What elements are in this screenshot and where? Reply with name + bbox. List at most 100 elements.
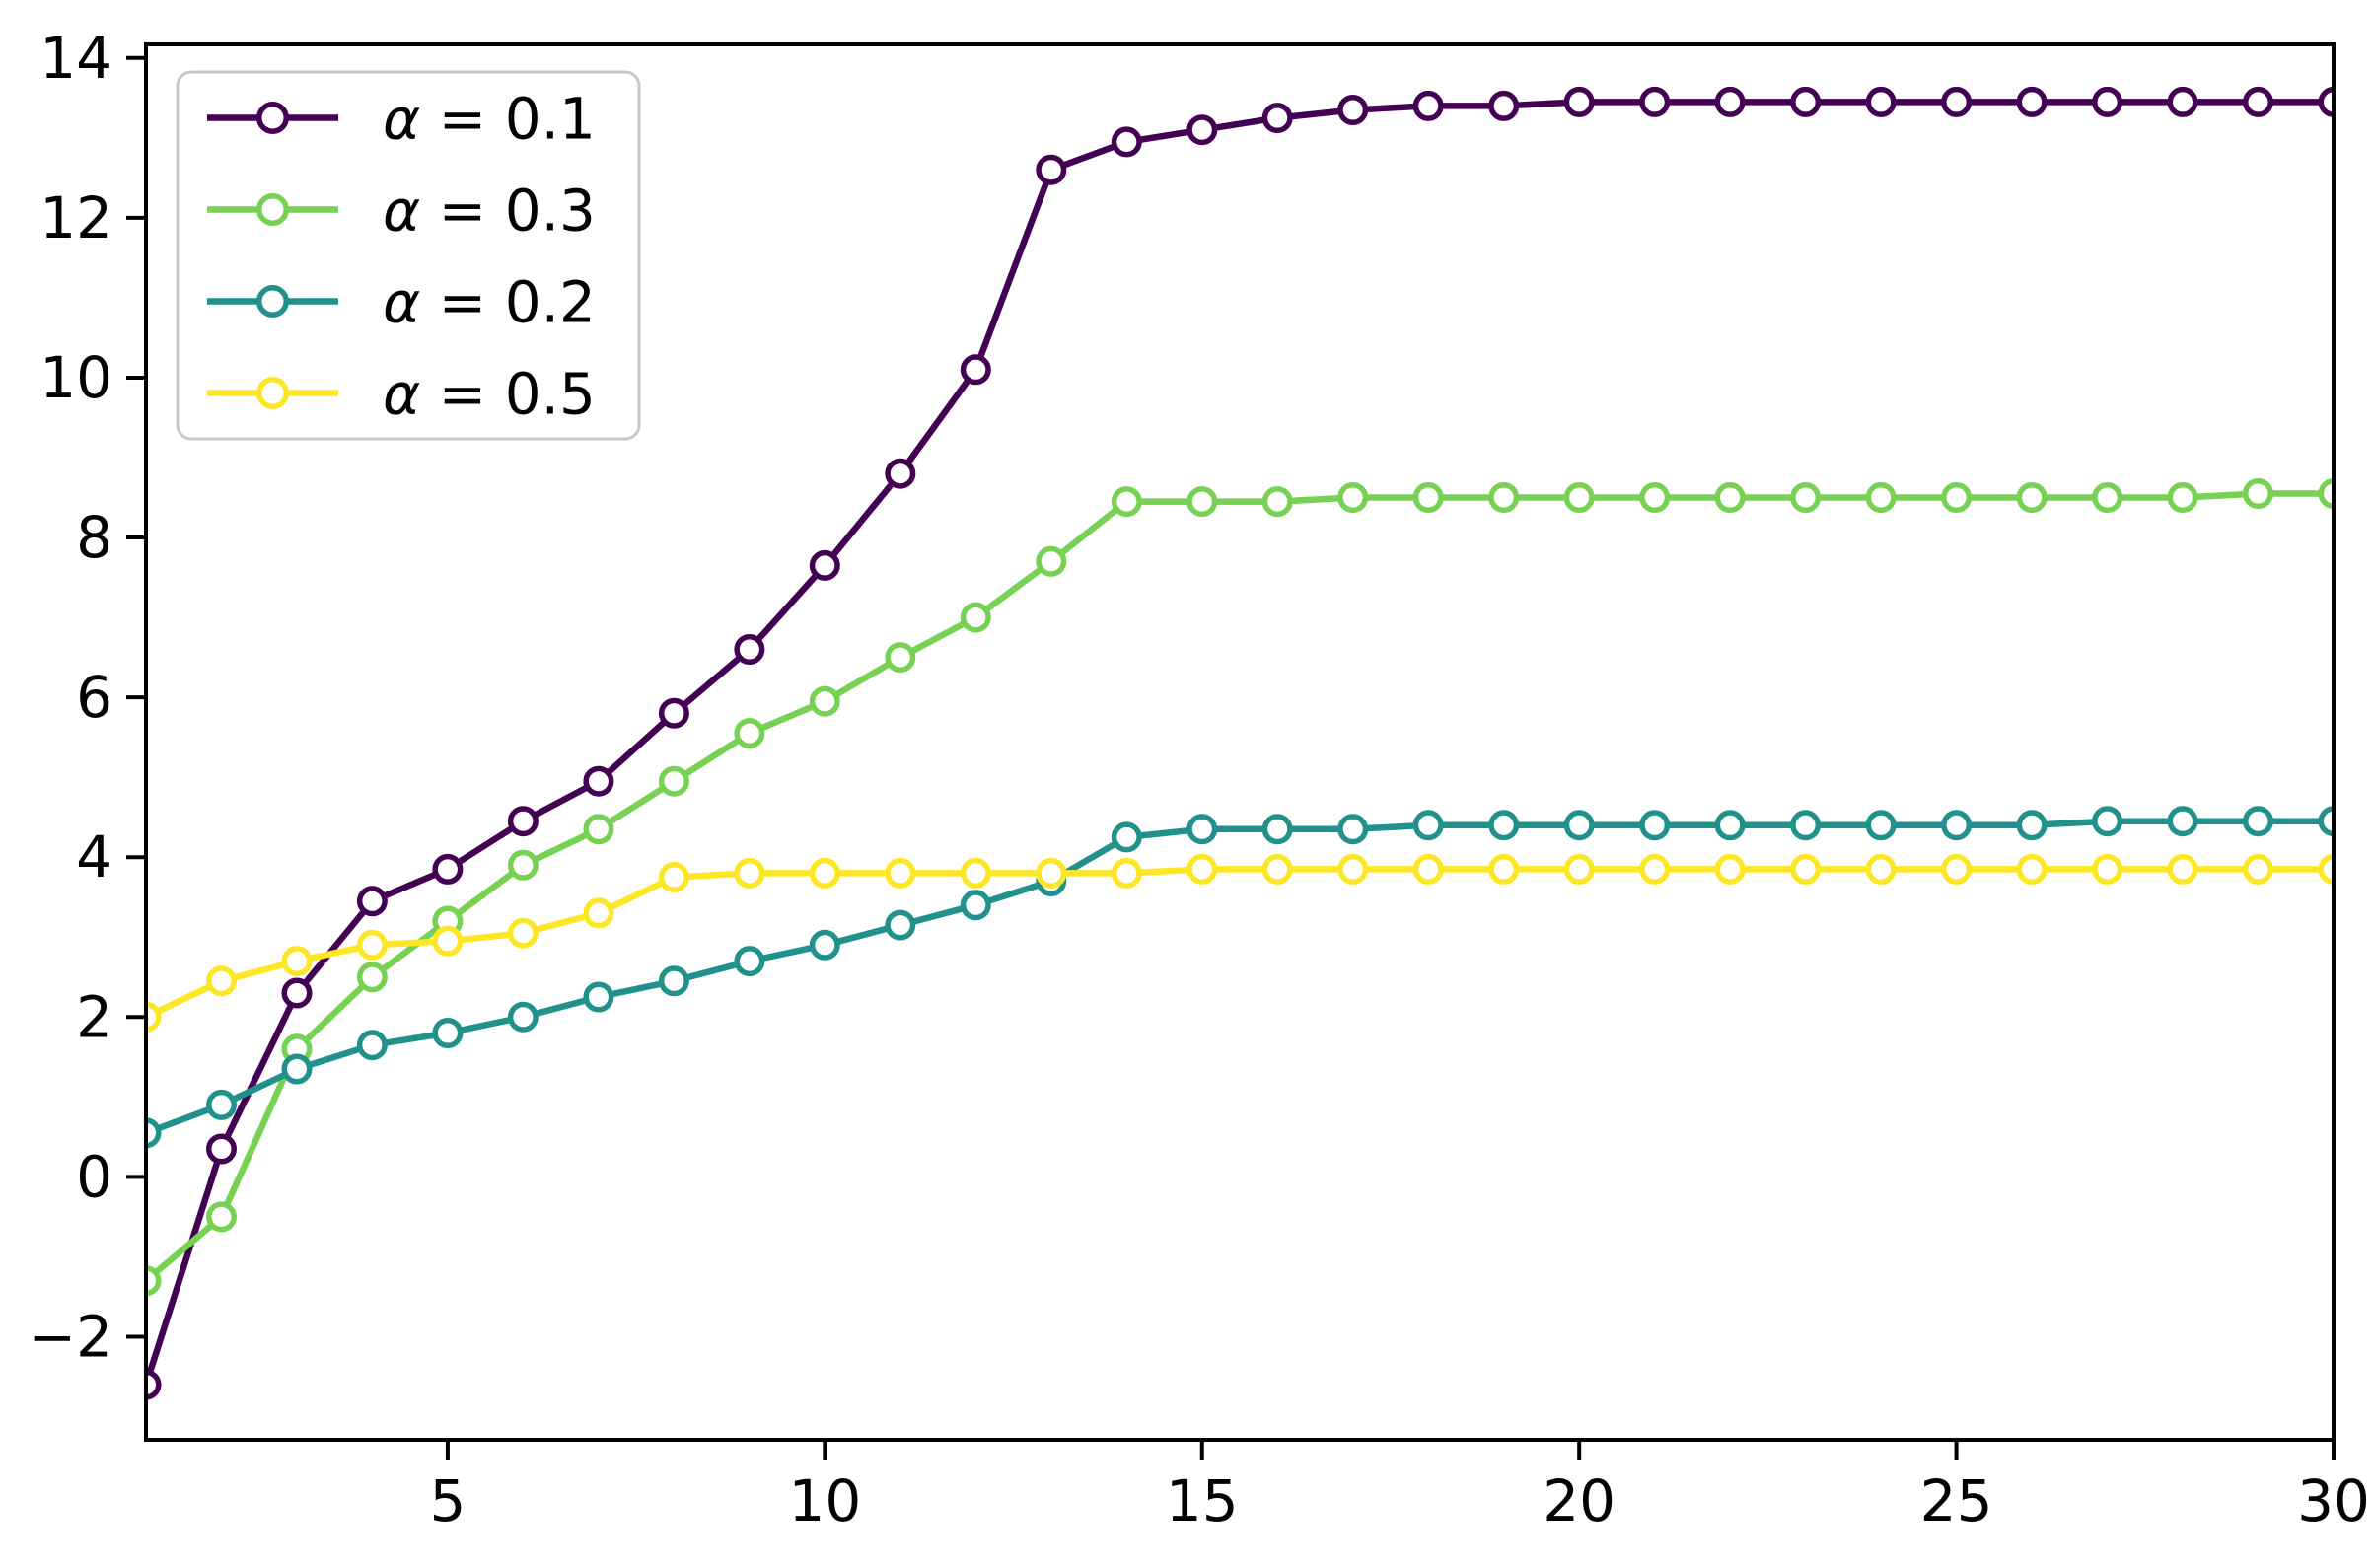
data-point <box>206 1201 237 1233</box>
data-point <box>658 862 689 892</box>
data-point <box>507 1001 539 1033</box>
data-point <box>1186 814 1218 845</box>
data-point <box>356 1030 388 1061</box>
x-tick-label: 5 <box>429 1467 466 1534</box>
data-point <box>734 718 765 749</box>
data-point <box>206 965 237 997</box>
data-point <box>583 814 614 845</box>
data-point <box>2016 853 2048 885</box>
data-point <box>1714 853 1746 885</box>
y-tick-label: 0 <box>76 1143 112 1210</box>
data-point <box>1563 810 1595 841</box>
data-point <box>432 925 464 957</box>
data-point <box>432 1018 464 1048</box>
data-point <box>2167 853 2198 885</box>
data-point <box>960 354 991 386</box>
x-tick-label: 15 <box>1166 1467 1239 1534</box>
data-point <box>507 917 539 949</box>
data-point <box>1337 482 1369 513</box>
data-point <box>1488 853 1520 885</box>
top-spine <box>144 42 2336 46</box>
data-point <box>1337 95 1369 125</box>
data-point <box>432 853 464 885</box>
legend-label: α = 0.3 <box>383 178 596 245</box>
data-point <box>1111 486 1142 518</box>
data-point <box>1412 482 1444 513</box>
series-0.1 <box>144 86 2336 1400</box>
data-point <box>1865 810 1897 841</box>
data-point <box>1488 90 1520 121</box>
legend-entry-0.1: α = 0.1 <box>207 86 596 153</box>
data-point <box>1563 853 1595 885</box>
data-point <box>206 1133 237 1165</box>
data-point <box>1036 857 1067 889</box>
data-point <box>583 981 614 1013</box>
legend-marker-icon <box>256 285 289 318</box>
data-point <box>809 685 840 717</box>
data-point <box>356 886 388 917</box>
data-point <box>507 849 539 881</box>
data-point <box>734 946 765 977</box>
data-point <box>356 929 388 961</box>
data-point <box>2167 86 2198 117</box>
data-point <box>1941 810 1973 841</box>
data-point <box>2016 810 2048 841</box>
y-tick-label: 10 <box>39 344 112 411</box>
data-point <box>281 977 313 1009</box>
x-tick-label: 20 <box>1543 1467 1616 1534</box>
data-point <box>2016 482 2048 513</box>
data-point <box>885 642 916 674</box>
data-point <box>809 857 840 889</box>
data-point <box>1337 853 1369 885</box>
data-point <box>1790 853 1822 885</box>
data-point <box>1639 86 1671 117</box>
legend-marker-icon <box>256 102 289 134</box>
data-point <box>1639 853 1671 885</box>
data-point <box>2243 478 2273 509</box>
data-point <box>1488 482 1520 513</box>
data-point <box>1186 486 1218 518</box>
data-point <box>281 1053 313 1085</box>
data-point <box>1714 482 1746 513</box>
data-point <box>960 890 991 921</box>
legend-label: α = 0.5 <box>383 361 596 428</box>
data-point <box>1488 810 1520 841</box>
data-point <box>809 549 840 581</box>
legend-entry-0.3: α = 0.3 <box>207 178 596 245</box>
data-point <box>356 962 388 993</box>
legend-marker-icon <box>256 377 289 409</box>
data-point <box>1412 90 1444 121</box>
y-tick-label: 12 <box>39 184 112 251</box>
data-point <box>1563 482 1595 513</box>
data-point <box>960 857 991 889</box>
data-point <box>1412 853 1444 885</box>
data-point <box>1563 86 1595 117</box>
data-point <box>1790 482 1822 513</box>
data-point <box>1865 853 1897 885</box>
legend-label: α = 0.2 <box>383 269 596 336</box>
data-point <box>734 634 765 665</box>
data-point <box>1036 154 1067 185</box>
data-point <box>1941 482 1973 513</box>
y-tick-label: 4 <box>76 823 112 891</box>
data-point <box>658 697 689 729</box>
data-point <box>1111 821 1142 853</box>
data-point <box>1337 814 1369 845</box>
data-point <box>2092 86 2123 117</box>
data-point <box>583 765 614 797</box>
data-point <box>1261 486 1293 518</box>
legend-entry-0.2: α = 0.2 <box>207 269 596 336</box>
data-point <box>658 765 689 797</box>
left-spine <box>144 42 148 1442</box>
x-tick-label: 30 <box>2297 1467 2370 1534</box>
data-point <box>1714 86 1746 117</box>
data-point <box>1790 86 1822 117</box>
data-point <box>1412 810 1444 841</box>
data-point <box>1714 810 1746 841</box>
data-point <box>507 806 539 837</box>
data-point <box>1261 103 1293 134</box>
legend-marker-icon <box>256 193 289 226</box>
